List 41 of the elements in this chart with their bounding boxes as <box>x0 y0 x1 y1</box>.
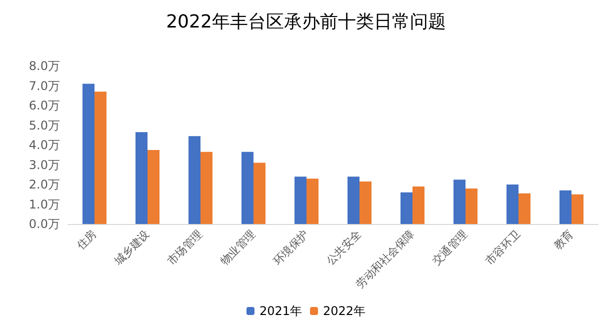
legend-label: 2021年 <box>259 304 302 318</box>
bar <box>360 182 372 224</box>
x-tick-label: 公共安全 <box>324 227 364 268</box>
bar <box>348 176 360 224</box>
bar <box>400 192 412 224</box>
bar <box>466 188 478 224</box>
bar <box>94 92 106 224</box>
x-tick-label: 环境保护 <box>270 227 312 268</box>
x-tick-label: 物业管理 <box>218 227 258 268</box>
bar <box>294 176 306 224</box>
y-tick-label: 4.0万 <box>28 138 60 152</box>
x-tick-label: 教育 <box>551 227 576 252</box>
x-tick-label: 交通管理 <box>430 227 470 268</box>
y-tick-label: 1.0万 <box>28 197 60 212</box>
legend-label: 2022年 <box>323 304 366 318</box>
y-tick-label: 6.0万 <box>28 98 60 112</box>
bar <box>254 162 266 224</box>
x-tick-label: 市容环卫 <box>482 227 524 268</box>
bar <box>454 180 466 224</box>
y-tick-label: 5.0万 <box>28 118 60 132</box>
bar <box>136 132 148 224</box>
x-tick-label: 住房 <box>74 227 100 252</box>
x-tick-label: 城乡建设 <box>111 227 152 268</box>
bar <box>82 84 94 224</box>
y-tick-label: 2.0万 <box>28 178 60 192</box>
bar <box>560 190 572 224</box>
bar <box>188 136 200 224</box>
y-tick-label: 3.0万 <box>28 158 60 172</box>
bar <box>148 150 160 224</box>
y-tick-label: 7.0万 <box>28 78 60 93</box>
y-tick-label: 8.0万 <box>28 59 60 73</box>
bar <box>412 186 424 224</box>
bar <box>572 194 584 224</box>
y-tick-label: 0.0万 <box>28 217 60 231</box>
bar <box>242 152 254 224</box>
bar <box>518 193 530 224</box>
bar <box>306 178 318 224</box>
bar <box>200 152 212 224</box>
chart-title: 2022年丰台区承办前十类日常问题 <box>166 12 446 32</box>
bar <box>506 184 518 224</box>
x-tick-label: 市场管理 <box>164 227 206 268</box>
